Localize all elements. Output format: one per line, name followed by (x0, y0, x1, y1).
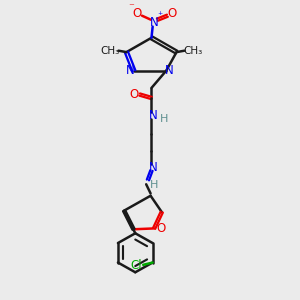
Text: CH₃: CH₃ (100, 46, 120, 56)
Text: H: H (160, 114, 168, 124)
Text: N: N (148, 160, 157, 174)
Text: H: H (150, 180, 159, 190)
Text: N: N (165, 64, 174, 77)
Text: N: N (126, 64, 135, 77)
Text: N: N (148, 109, 157, 122)
Text: ⁻: ⁻ (128, 2, 134, 12)
Text: O: O (156, 223, 165, 236)
Text: Cl: Cl (130, 259, 142, 272)
Text: O: O (167, 7, 177, 20)
Text: O: O (132, 7, 141, 20)
Text: CH₃: CH₃ (183, 46, 202, 56)
Text: O: O (130, 88, 139, 101)
Text: N: N (149, 16, 158, 28)
Text: ⁺: ⁺ (158, 11, 163, 21)
